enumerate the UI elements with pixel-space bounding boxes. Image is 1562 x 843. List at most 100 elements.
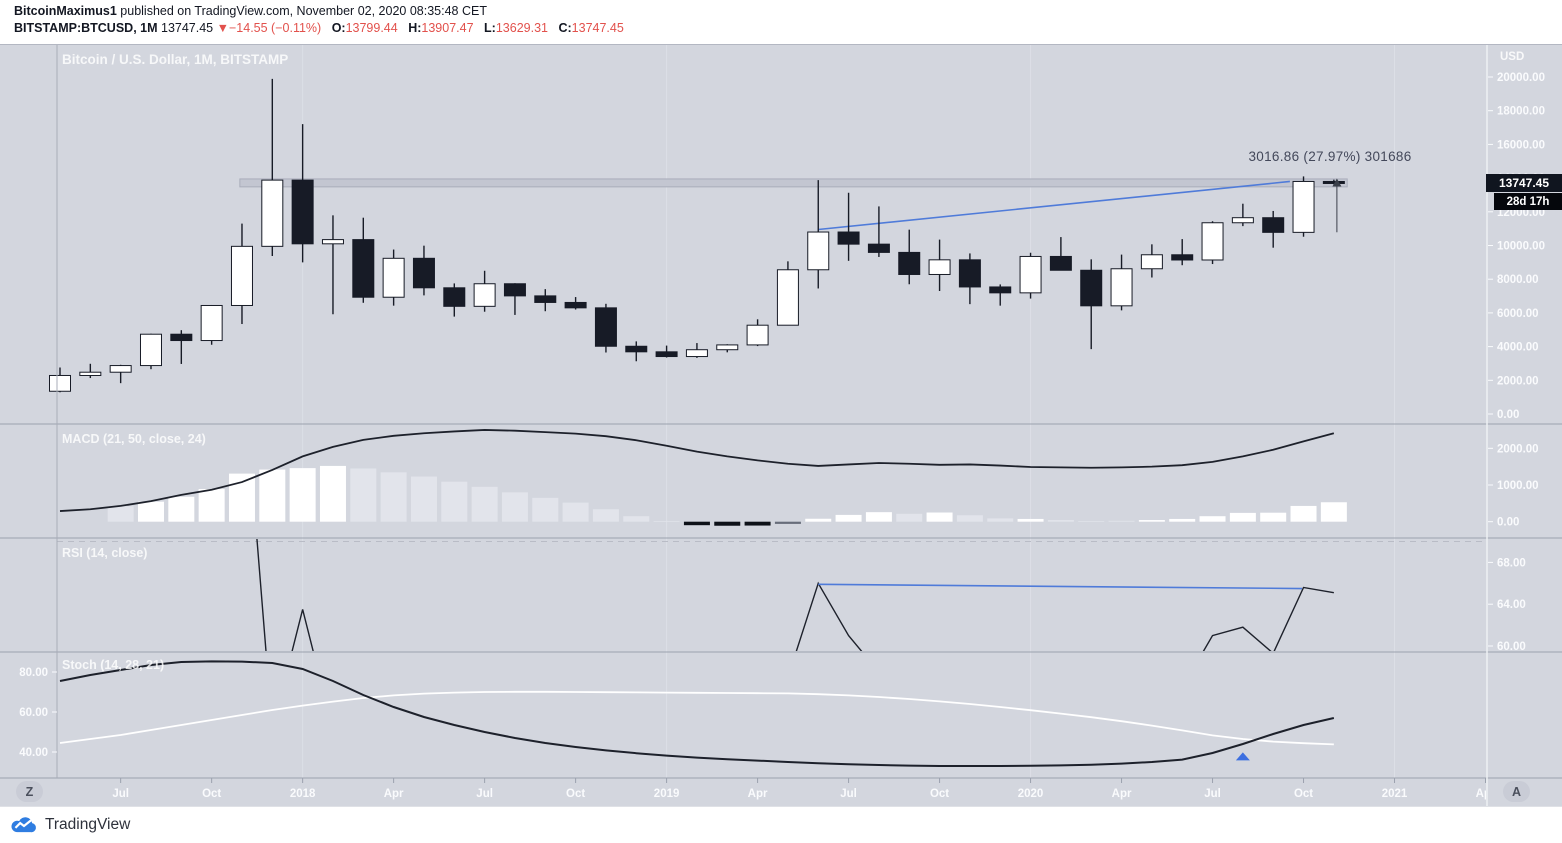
macd-histogram-bar [835,514,862,522]
header: BitcoinMaximus1 published on TradingView… [0,0,1562,45]
rsi-legend: RSI (14, close) [62,546,148,560]
macd-histogram-bar [1229,512,1256,522]
stoch-cross-marker-icon [1235,752,1250,761]
macd-histogram-bar [1108,520,1135,522]
macd-histogram-bar [653,520,680,522]
candle-body [625,345,648,353]
timezone-button[interactable]: Z [16,781,43,802]
time-tick-label: 2021 [1382,788,1408,800]
candle-body [1201,222,1224,261]
rsi-trendline [818,583,1303,590]
axis-tick-label: 64.00 [1497,599,1526,611]
time-tick-label: Apr [1476,788,1496,800]
candle-body [261,179,284,247]
candle-body [1171,254,1194,261]
macd-histogram-bar [1078,520,1105,522]
macd-histogram-bar [956,515,983,522]
publisher-name: BitcoinMaximus1 [14,4,117,18]
measure-annotation-label[interactable]: 3016.86 (27.97%) 301686 [1248,149,1412,164]
macd-histogram-bar [592,509,619,522]
time-tick-label: Oct [566,788,585,800]
published-line: BitcoinMaximus1 published on TradingView… [14,3,1562,20]
axis-tick-label: 0.00 [1497,517,1519,529]
time-tick-label: Jul [840,788,857,800]
macd-histogram-bar [805,518,832,522]
candle-body [867,243,890,253]
macd-histogram-bar [744,521,771,526]
macd-histogram-bar [1199,516,1226,522]
macd-histogram-bar [107,506,134,522]
close-label: C: [558,21,572,35]
chart-title-legend: Bitcoin / U.S. Dollar, 1M, BITSTAMP [62,52,289,67]
symbol-line: BITSTAMP:BTCUSD, 1M 13747.45 ▼−14.55 (−0… [14,20,1562,37]
macd-histogram-bar [1290,505,1317,522]
macd-histogram-bar [1260,512,1287,522]
macd-histogram-bar [350,468,377,522]
currency-label: USD [1500,51,1525,63]
time-tick-label: Apr [748,788,768,800]
stoch-d-line [59,690,1334,746]
candles-layer [49,78,1345,393]
stoch-panel [59,660,1335,767]
candle-body [1140,254,1163,270]
close-value: 13747.45 [571,21,624,35]
auto-scale-button[interactable]: A [1503,781,1530,802]
candle-body [1080,269,1103,307]
candle-body [200,304,223,342]
stoch-axis-label: 80.00 [19,667,48,679]
macd-histogram-bar [532,497,559,522]
time-tick-label: Oct [1294,788,1313,800]
brand-name[interactable]: TradingView [45,816,131,833]
macd-histogram-bar [410,476,437,522]
candle-body [1292,180,1315,233]
published-text: published on TradingView.com, November 0… [116,4,487,18]
axis-tick-label: 10000.00 [1497,241,1545,253]
resistance-band [239,178,1348,188]
stoch-axis-label: 60.00 [19,707,48,719]
candle-body [1262,217,1285,233]
tradingview-logo-icon[interactable] [10,816,37,835]
macd-histogram-bar [441,481,468,522]
current-price-badge[interactable]: 13747.45 [1486,174,1562,192]
price-change: −14.55 (−0.11%) [229,21,322,35]
candle-body [594,307,617,347]
candle-body [109,365,132,373]
candle-body [79,371,102,376]
macd-histogram-bar [228,473,255,522]
time-tick-label: Oct [930,788,949,800]
axis-tick-label: 0.00 [1497,409,1519,421]
candle-body [49,374,71,392]
time-tick-label: Apr [1112,788,1132,800]
time-tick-label: 2020 [1018,788,1044,800]
axis-tick-label: 16000.00 [1497,139,1545,151]
macd-histogram-bar [714,521,741,526]
macd-histogram-bar [896,513,923,522]
candle-body [989,286,1012,294]
stoch-legend: Stoch (14, 28, 21) [62,658,165,672]
macd-histogram-bar [1320,502,1347,522]
macd-histogram-bar [319,465,346,522]
stoch-k-line [59,660,1335,767]
stoch-axis-label: 40.00 [19,747,48,759]
time-tick-label: Apr [384,788,404,800]
axis-tick-label: 68.00 [1497,557,1526,569]
axis-tick-label: 2000.00 [1497,375,1539,387]
bar-countdown-badge: 28d 17h [1494,193,1562,210]
axis-tick-label: 1000.00 [1497,480,1539,492]
candle-body [1110,268,1133,307]
macd-histogram-bar [1169,518,1196,522]
price-trendline [818,180,1290,231]
low-label: L: [484,21,496,35]
axis-tick-label: 20000.00 [1497,72,1545,84]
candle-body [746,324,769,346]
macd-histogram-bar [259,469,286,522]
time-tick-label: Jul [476,788,493,800]
candle-body [443,287,466,307]
macd-histogram-bar [471,486,498,522]
open-value: 13799.44 [345,21,398,35]
candle-body [898,251,921,275]
candle-body [1231,217,1254,224]
macd-histogram-bar [926,512,953,522]
candle-body [534,295,557,303]
